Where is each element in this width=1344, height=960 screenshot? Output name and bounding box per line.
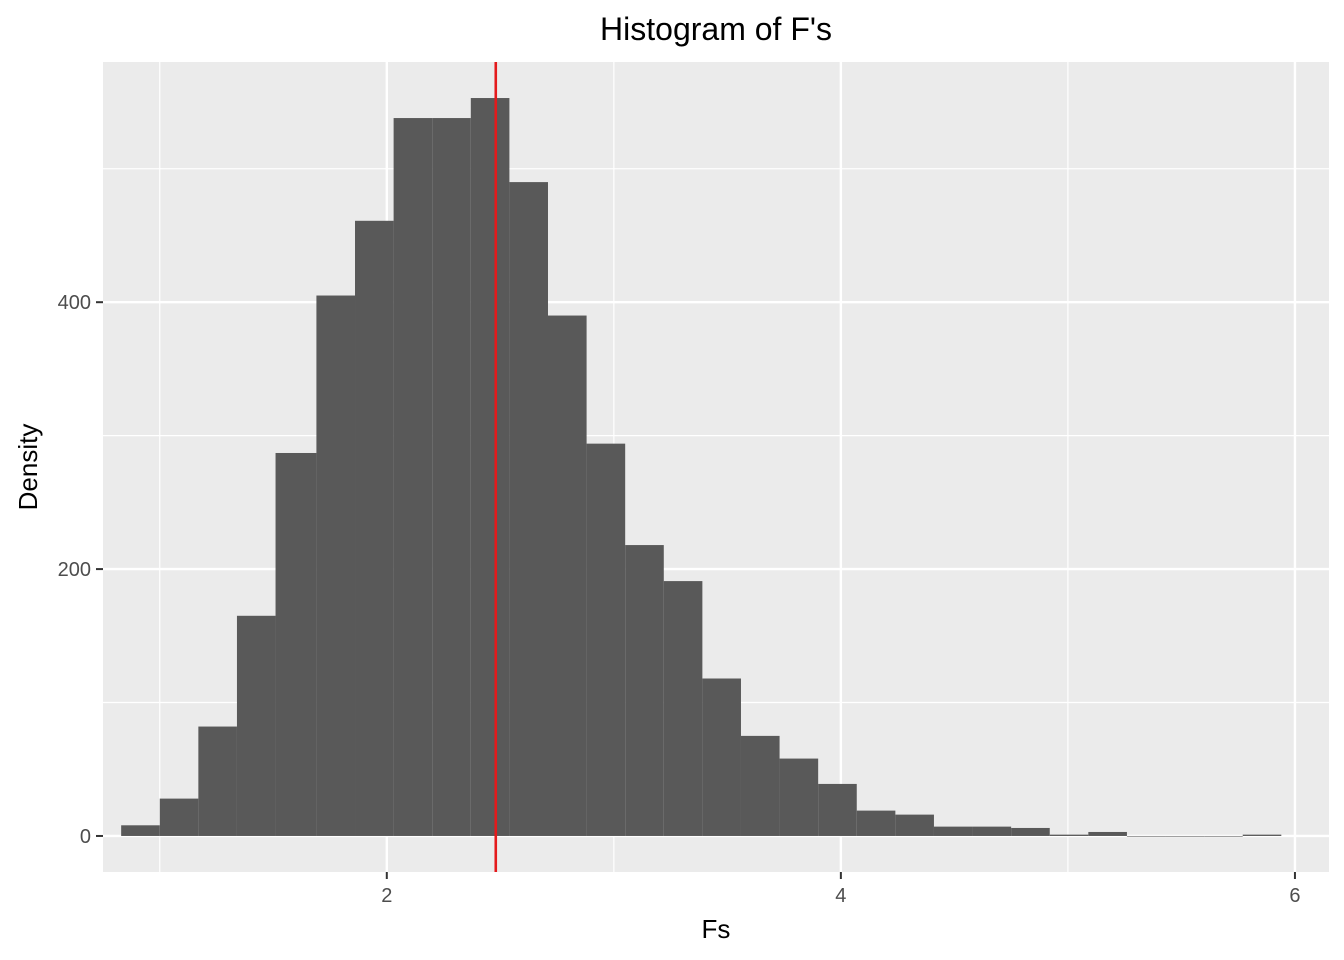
histogram-bar <box>856 810 896 836</box>
histogram-bar <box>702 678 741 836</box>
histogram-bar <box>779 758 819 836</box>
histogram-bar <box>121 825 160 836</box>
histogram-bar <box>159 798 199 836</box>
x-tick-label: 4 <box>835 885 846 907</box>
histogram-bar <box>818 783 857 836</box>
histogram-bar <box>198 726 237 836</box>
histogram-bar <box>586 443 626 836</box>
histogram-bar <box>1088 831 1127 836</box>
histogram-bar <box>895 814 934 836</box>
y-axis: 0 200 400 <box>58 292 103 848</box>
histogram-bar <box>236 615 276 836</box>
y-axis-title: Density <box>13 424 43 511</box>
x-axis: 2 4 6 <box>381 872 1301 907</box>
histogram-bar <box>625 545 664 836</box>
x-tick-label: 2 <box>381 885 392 907</box>
histogram-bar <box>393 118 433 836</box>
x-axis-title: Fs <box>702 914 731 944</box>
histogram-bar <box>547 315 587 836</box>
x-tick-label: 6 <box>1289 885 1300 907</box>
histogram-bar <box>1165 835 1205 837</box>
y-tick-label: 0 <box>80 826 91 848</box>
histogram-bar <box>1242 834 1282 836</box>
histogram-bar <box>663 581 703 836</box>
histogram-bar <box>1204 835 1243 837</box>
histogram-bar <box>316 295 356 836</box>
y-tick-label: 400 <box>58 292 91 314</box>
histogram-bar <box>509 182 548 836</box>
histogram-bar <box>355 220 394 836</box>
histogram-bar <box>740 735 780 836</box>
y-tick-label: 200 <box>58 559 91 581</box>
histogram-bar <box>972 826 1012 836</box>
histogram-bar <box>275 452 317 836</box>
histogram-bar <box>470 98 510 836</box>
histogram-bar <box>1126 835 1166 837</box>
chart-title: Histogram of F's <box>600 11 832 47</box>
histogram-bar <box>933 826 973 836</box>
histogram-bars <box>121 98 1282 837</box>
histogram-bar <box>432 118 471 836</box>
histogram-bar <box>1011 827 1050 836</box>
histogram-bar <box>1049 834 1089 836</box>
